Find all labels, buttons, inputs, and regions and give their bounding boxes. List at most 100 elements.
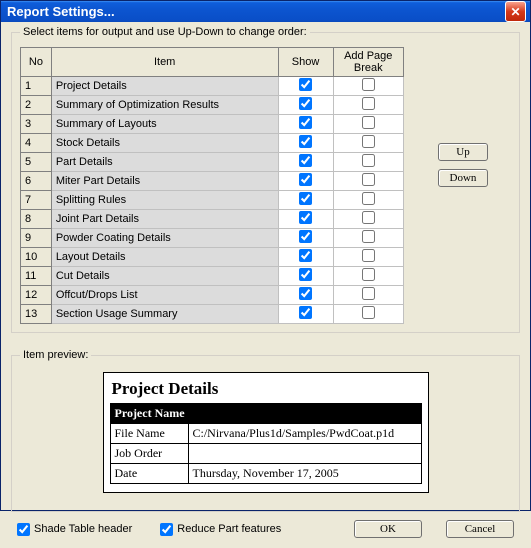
reorder-buttons: Up Down bbox=[438, 47, 488, 324]
ok-button[interactable]: OK bbox=[354, 520, 422, 538]
show-checkbox[interactable] bbox=[299, 173, 312, 186]
cell-item[interactable]: Miter Part Details bbox=[51, 172, 278, 191]
show-checkbox[interactable] bbox=[299, 192, 312, 205]
preview-row-value: C:/Nirvana/Plus1d/Samples/PwdCoat.p1d bbox=[188, 424, 421, 444]
footer-bar: Shade Table header Reduce Part features … bbox=[11, 512, 520, 540]
show-checkbox[interactable] bbox=[299, 135, 312, 148]
break-checkbox[interactable] bbox=[362, 154, 375, 167]
close-button[interactable]: ✕ bbox=[505, 1, 526, 22]
shade-checkbox-wrap[interactable]: Shade Table header bbox=[17, 523, 132, 536]
show-checkbox[interactable] bbox=[299, 154, 312, 167]
cell-no: 4 bbox=[21, 134, 52, 153]
reduce-checkbox-wrap[interactable]: Reduce Part features bbox=[160, 523, 281, 536]
table-row[interactable]: 6Miter Part Details bbox=[21, 172, 404, 191]
break-checkbox[interactable] bbox=[362, 135, 375, 148]
cell-no: 5 bbox=[21, 153, 52, 172]
cell-show bbox=[278, 229, 333, 248]
cell-break bbox=[333, 134, 403, 153]
show-checkbox[interactable] bbox=[299, 97, 312, 110]
break-checkbox[interactable] bbox=[362, 116, 375, 129]
close-icon: ✕ bbox=[510, 5, 520, 19]
cell-no: 6 bbox=[21, 172, 52, 191]
break-checkbox[interactable] bbox=[362, 173, 375, 186]
cell-break bbox=[333, 210, 403, 229]
cell-break bbox=[333, 172, 403, 191]
cell-break bbox=[333, 96, 403, 115]
show-checkbox[interactable] bbox=[299, 249, 312, 262]
titlebar: Report Settings... ✕ bbox=[1, 1, 530, 22]
preview-row: Job Order bbox=[110, 444, 421, 464]
show-checkbox[interactable] bbox=[299, 287, 312, 300]
cell-show bbox=[278, 286, 333, 305]
cancel-button[interactable]: Cancel bbox=[446, 520, 514, 538]
down-button[interactable]: Down bbox=[438, 169, 488, 187]
cell-break bbox=[333, 305, 403, 324]
break-checkbox[interactable] bbox=[362, 78, 375, 91]
show-checkbox[interactable] bbox=[299, 116, 312, 129]
break-checkbox[interactable] bbox=[362, 192, 375, 205]
cell-item[interactable]: Section Usage Summary bbox=[51, 305, 278, 324]
cell-no: 11 bbox=[21, 267, 52, 286]
cell-break bbox=[333, 77, 403, 96]
table-row[interactable]: 11Cut Details bbox=[21, 267, 404, 286]
cell-show bbox=[278, 172, 333, 191]
reduce-checkbox[interactable] bbox=[160, 523, 173, 536]
col-show[interactable]: Show bbox=[278, 48, 333, 77]
items-groupbox-label: Select items for output and use Up-Down … bbox=[20, 26, 310, 38]
break-checkbox[interactable] bbox=[362, 287, 375, 300]
table-row[interactable]: 12Offcut/Drops List bbox=[21, 286, 404, 305]
break-checkbox[interactable] bbox=[362, 268, 375, 281]
cell-item[interactable]: Powder Coating Details bbox=[51, 229, 278, 248]
cell-break bbox=[333, 229, 403, 248]
show-checkbox[interactable] bbox=[299, 306, 312, 319]
content-area: Select items for output and use Up-Down … bbox=[1, 22, 530, 548]
table-row[interactable]: 2Summary of Optimization Results bbox=[21, 96, 404, 115]
shade-checkbox[interactable] bbox=[17, 523, 30, 536]
shade-label: Shade Table header bbox=[34, 523, 132, 535]
cell-item[interactable]: Cut Details bbox=[51, 267, 278, 286]
cell-break bbox=[333, 191, 403, 210]
cell-no: 2 bbox=[21, 96, 52, 115]
preview-table: Project Name File NameC:/Nirvana/Plus1d/… bbox=[110, 403, 422, 484]
table-row[interactable]: 7Splitting Rules bbox=[21, 191, 404, 210]
table-row[interactable]: 8Joint Part Details bbox=[21, 210, 404, 229]
cell-item[interactable]: Summary of Layouts bbox=[51, 115, 278, 134]
cell-item[interactable]: Joint Part Details bbox=[51, 210, 278, 229]
cell-show bbox=[278, 96, 333, 115]
cell-show bbox=[278, 134, 333, 153]
show-checkbox[interactable] bbox=[299, 211, 312, 224]
preview-panel: Project Details Project Name File NameC:… bbox=[103, 372, 429, 493]
window-title: Report Settings... bbox=[7, 4, 505, 19]
col-item[interactable]: Item bbox=[51, 48, 278, 77]
cell-show bbox=[278, 115, 333, 134]
up-button[interactable]: Up bbox=[438, 143, 488, 161]
col-addbreak[interactable]: Add Page Break bbox=[333, 48, 403, 77]
table-row[interactable]: 9Powder Coating Details bbox=[21, 229, 404, 248]
break-checkbox[interactable] bbox=[362, 230, 375, 243]
preview-row: DateThursday, November 17, 2005 bbox=[110, 464, 421, 484]
preview-row-value: Thursday, November 17, 2005 bbox=[188, 464, 421, 484]
table-row[interactable]: 10Layout Details bbox=[21, 248, 404, 267]
cell-item[interactable]: Stock Details bbox=[51, 134, 278, 153]
show-checkbox[interactable] bbox=[299, 230, 312, 243]
table-row[interactable]: 4Stock Details bbox=[21, 134, 404, 153]
cell-item[interactable]: Layout Details bbox=[51, 248, 278, 267]
break-checkbox[interactable] bbox=[362, 211, 375, 224]
show-checkbox[interactable] bbox=[299, 78, 312, 91]
table-row[interactable]: 3Summary of Layouts bbox=[21, 115, 404, 134]
show-checkbox[interactable] bbox=[299, 268, 312, 281]
table-row[interactable]: 5Part Details bbox=[21, 153, 404, 172]
break-checkbox[interactable] bbox=[362, 97, 375, 110]
table-row[interactable]: 13Section Usage Summary bbox=[21, 305, 404, 324]
break-checkbox[interactable] bbox=[362, 249, 375, 262]
cell-item[interactable]: Splitting Rules bbox=[51, 191, 278, 210]
col-no[interactable]: No bbox=[21, 48, 52, 77]
cell-no: 1 bbox=[21, 77, 52, 96]
break-checkbox[interactable] bbox=[362, 306, 375, 319]
cell-no: 8 bbox=[21, 210, 52, 229]
cell-item[interactable]: Offcut/Drops List bbox=[51, 286, 278, 305]
cell-item[interactable]: Part Details bbox=[51, 153, 278, 172]
cell-item[interactable]: Project Details bbox=[51, 77, 278, 96]
cell-item[interactable]: Summary of Optimization Results bbox=[51, 96, 278, 115]
table-row[interactable]: 1Project Details bbox=[21, 77, 404, 96]
